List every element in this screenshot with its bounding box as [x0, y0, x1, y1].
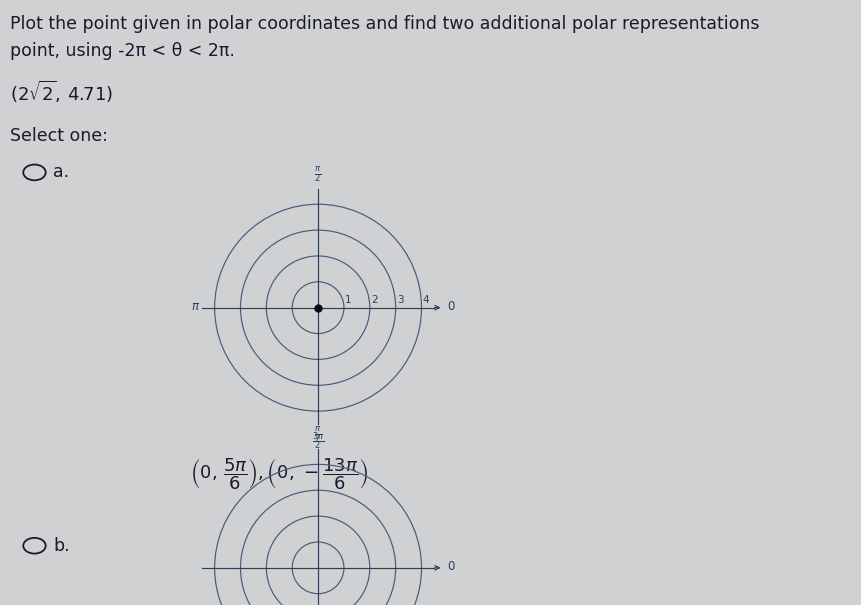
Text: b.: b. — [53, 537, 70, 555]
Text: 2: 2 — [370, 295, 377, 304]
Text: $\pi$: $\pi$ — [191, 300, 200, 313]
Text: $\left(0,\,\dfrac{5\pi}{6}\right),\left(0,\,-\dfrac{13\pi}{6}\right)$: $\left(0,\,\dfrac{5\pi}{6}\right),\left(… — [189, 457, 368, 492]
Text: 0: 0 — [447, 560, 455, 573]
Text: Plot the point given in polar coordinates and find two additional polar represen: Plot the point given in polar coordinate… — [10, 15, 759, 33]
Text: 4: 4 — [423, 295, 429, 304]
Text: 1: 1 — [345, 295, 351, 304]
Text: 0: 0 — [447, 300, 455, 313]
Text: point, using -2π < θ < 2π.: point, using -2π < θ < 2π. — [10, 42, 235, 60]
Text: a.: a. — [53, 163, 70, 182]
Text: $(2\sqrt{2},\,4.71)$: $(2\sqrt{2},\,4.71)$ — [10, 79, 114, 105]
Text: Select one:: Select one: — [10, 127, 108, 145]
Text: $\frac{3\pi}{2}$: $\frac{3\pi}{2}$ — [312, 431, 324, 452]
Text: $\frac{\pi}{2}$: $\frac{\pi}{2}$ — [314, 166, 321, 185]
Text: $\frac{\pi}{7}$: $\frac{\pi}{7}$ — [314, 426, 321, 445]
Text: 3: 3 — [396, 295, 403, 304]
